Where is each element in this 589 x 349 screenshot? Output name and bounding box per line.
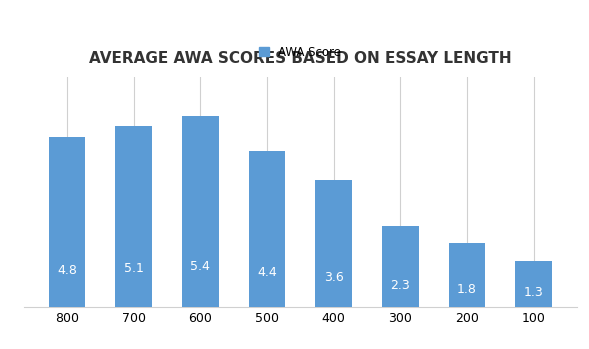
Text: 4.8: 4.8 [57,263,77,276]
Text: 4.4: 4.4 [257,266,277,279]
Text: 1.8: 1.8 [457,283,477,296]
Text: 5.4: 5.4 [190,260,210,273]
Text: 5.1: 5.1 [124,262,144,275]
Bar [249,151,286,307]
Text: 2.3: 2.3 [391,280,411,292]
Bar [315,179,352,307]
Title: AVERAGE AWA SCORES BASED ON ESSAY LENGTH: AVERAGE AWA SCORES BASED ON ESSAY LENGTH [89,51,512,66]
Bar [449,243,485,307]
Legend: AWA Score: AWA Score [259,46,342,59]
Bar [382,225,419,307]
Bar [182,116,219,307]
Text: 1.3: 1.3 [524,286,544,299]
Bar [49,137,85,307]
Text: 3.6: 3.6 [324,271,343,284]
Bar [515,261,552,307]
Bar [115,126,152,307]
